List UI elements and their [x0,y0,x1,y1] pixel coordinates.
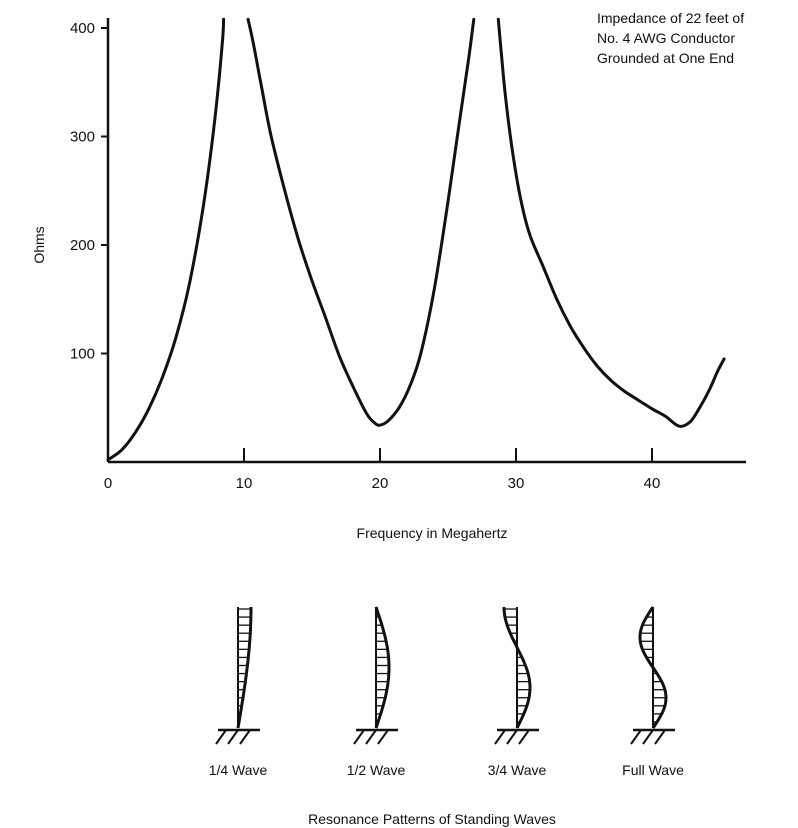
ground-hatch [377,729,389,745]
standing-wave-envelope [502,607,532,729]
x-tick-label: 0 [104,475,112,492]
ground-hatch [630,729,642,745]
standing-wave-envelope [638,606,668,729]
x-tick-group: 0 10 20 30 40 [104,448,661,492]
x-tick-label: 30 [508,475,525,492]
annotation-line-2: No. 4 AWG Conductor [597,30,735,46]
impedance-curve-segment-1 [106,17,226,462]
ground-hatch [215,729,227,745]
standing-wave-envelope [374,606,391,729]
impedance-series [106,17,726,462]
y-tick-label: 100 [70,346,95,363]
standing-wave-envelope [236,607,253,729]
patterns-caption: Resonance Patterns of Standing Waves [308,811,556,827]
annotation-line-1: Impedance of 22 feet of [597,10,744,26]
pattern-diagram-4 [630,606,675,745]
ground-hatch [506,729,518,745]
pattern-diagram-2 [353,606,398,745]
ground-hatch [239,729,251,745]
x-tick-label: 10 [236,475,253,492]
pattern-diagram-1 [215,607,260,745]
pattern-diagram-3 [494,607,539,745]
y-axis-title: Ohms [31,226,47,263]
resonance-patterns [215,606,675,745]
annotation-line-3: Grounded at One End [597,50,734,66]
wave-label-three-quarter: 3/4 Wave [488,762,547,778]
y-tick-group: 100 200 300 400 [70,20,108,363]
impedance-curve-segment-3 [496,17,726,428]
x-tick-label: 20 [372,475,389,492]
ground-hatch [518,729,530,745]
y-tick-label: 300 [70,129,95,146]
ground-hatch [353,729,365,745]
impedance-curve-segment-2 [246,17,476,427]
x-axis-title: Frequency in Megahertz [357,525,508,541]
y-tick-label: 200 [70,237,95,254]
ground-hatch [642,729,654,745]
wave-label-half: 1/2 Wave [347,762,406,778]
ground-hatch [227,729,239,745]
x-tick-label: 40 [644,475,661,492]
ground-hatch [494,729,506,745]
ground-hatch [654,729,666,745]
wave-label-full: Full Wave [622,762,684,778]
ground-hatch [365,729,377,745]
y-tick-label: 400 [70,20,95,37]
wave-label-quarter: 1/4 Wave [209,762,268,778]
